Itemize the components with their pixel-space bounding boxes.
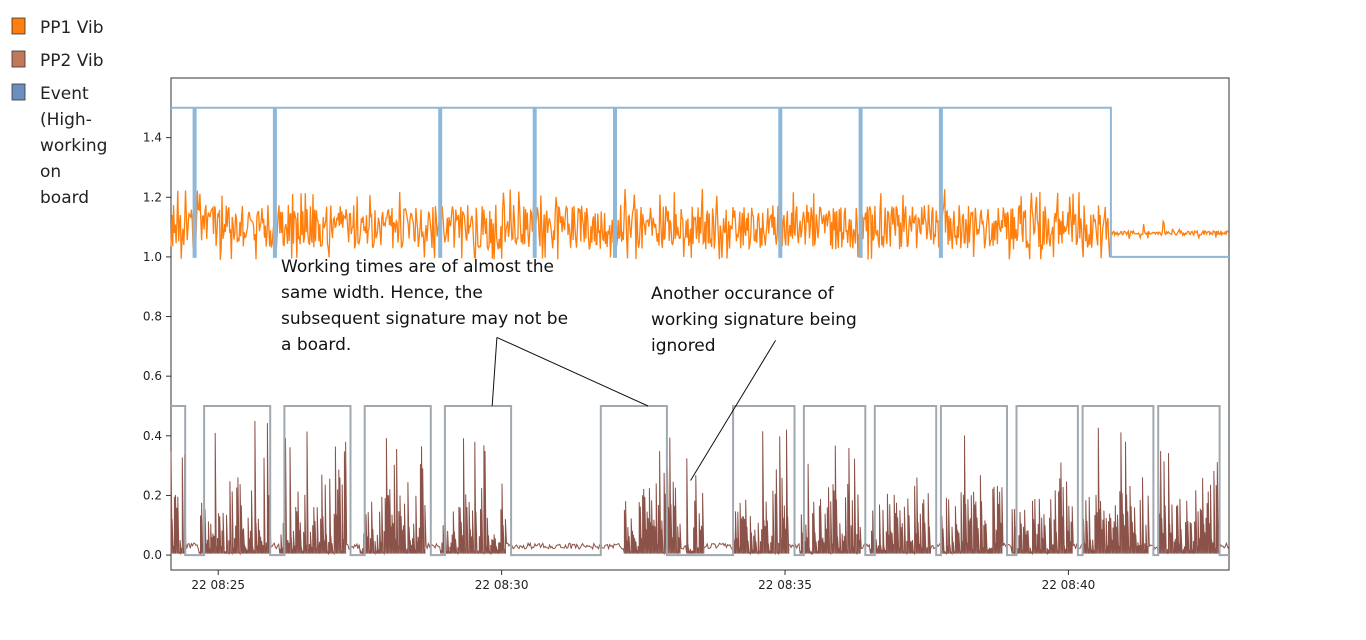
annotation-text: Another occurance of (651, 284, 835, 304)
annotation: Working times are of almost the same widt… (281, 257, 649, 407)
annotation-pointer (690, 340, 776, 481)
legend-label: working (40, 136, 107, 156)
x-tick-label: 22 08:30 (475, 578, 529, 592)
legend-swatch (11, 17, 26, 35)
series-layer (170, 106, 1230, 557)
series-line-pp1-vib (170, 188, 1229, 260)
x-tick-label: 22 08:25 (191, 578, 245, 592)
y-tick-label: 1.4 (143, 131, 162, 145)
y-tick-label: 0.6 (143, 369, 162, 383)
y-tick-label: 1.0 (143, 250, 162, 264)
legend-label: board (40, 188, 89, 208)
legend-label: Event (40, 84, 89, 104)
legend-entry: PP1 Vib (11, 17, 104, 38)
x-axis: 22 08:25 22 08:30 22 08:35 22 08:40 (191, 570, 1095, 592)
legend-label: on (40, 162, 61, 182)
legend-entry: Event (High-working on board (11, 83, 107, 208)
x-tick-label: 22 08:40 (1042, 578, 1096, 592)
annotation-text: Working times are of almost the (281, 257, 554, 277)
annotation-pointer (491, 337, 498, 407)
y-tick-label: 1.2 (143, 190, 162, 204)
annotations: Working times are of almost the same widt… (281, 257, 857, 481)
plot-area (170, 77, 1230, 571)
y-tick-label: 0.2 (143, 488, 162, 502)
legend-label: (High- (40, 110, 92, 130)
annotation-pointer (496, 336, 649, 407)
annotation-text: ignored (651, 336, 716, 356)
legend-label: PP2 Vib (40, 51, 104, 71)
annotation-text: a board. (281, 335, 351, 355)
legend-swatch (11, 50, 26, 68)
series-line-event-bottom (171, 405, 1229, 557)
legend: PP1 Vib PP2 Vib Event (High-working on board (11, 17, 107, 208)
annotation-text: subsequent signature may not be (281, 309, 568, 329)
annotation: Another occurance of working signature be… (651, 284, 857, 481)
annotation-text: working signature being (651, 310, 857, 330)
y-axis: 0.0 0.2 0.4 0.6 0.8 1.0 1.2 1.4 (143, 131, 171, 562)
legend-entry: PP2 Vib (11, 50, 104, 71)
y-tick-label: 0.8 (143, 310, 162, 324)
annotation-text: same width. Hence, the (281, 283, 483, 303)
y-tick-label: 0.4 (143, 429, 162, 443)
x-tick-label: 22 08:35 (758, 578, 812, 592)
legend-label: PP1 Vib (40, 18, 104, 38)
series-line-event-top (171, 106, 1229, 258)
y-tick-label: 0.0 (143, 548, 162, 562)
legend-swatch (11, 83, 26, 101)
